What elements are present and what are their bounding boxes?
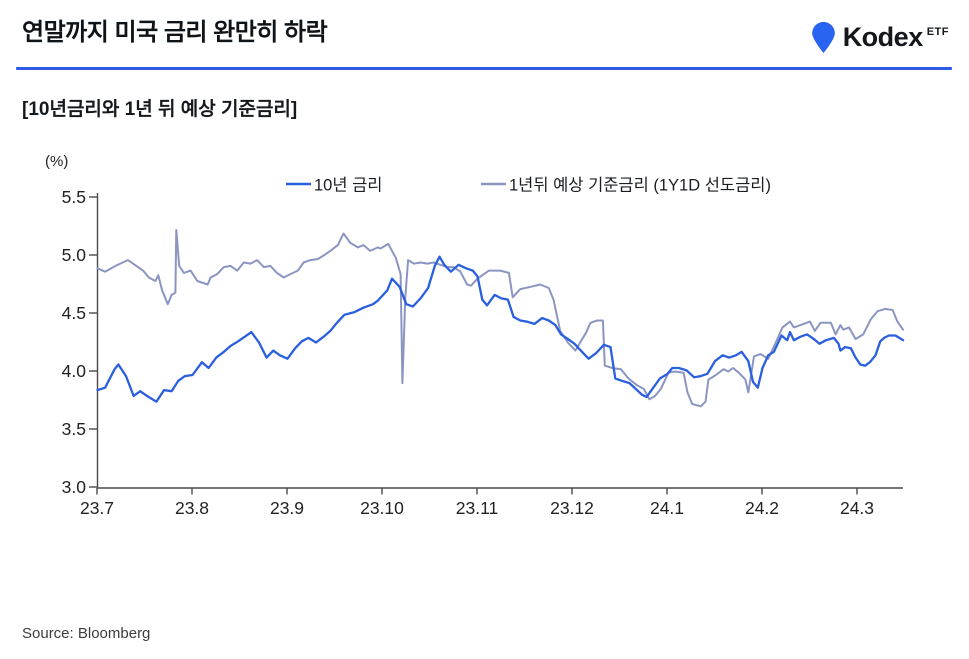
x-tick-label: 23.8 [175,498,209,518]
axes [89,193,903,495]
legend-label-0: 10년 금리 [314,176,382,195]
y-tick-label: 4.0 [62,361,87,381]
chart-subtitle: [10년금리와 1년 뒤 예상 기준금리] [22,99,298,120]
drop-pin-icon [811,22,835,53]
y-tick-label: 5.0 [62,245,87,265]
header-divider [16,67,952,70]
chart-legend: 10년 금리 1년뒤 예상 기준금리 (1Y1D 선도금리) [286,176,771,195]
x-tick-label: 23.9 [270,498,304,518]
x-tick-label: 23.11 [456,498,499,518]
x-tick-label: 24.1 [650,498,684,518]
legend-label-1: 1년뒤 예상 기준금리 (1Y1D 선도금리) [509,176,771,195]
y-axis-unit-label: (%) [45,153,68,170]
series-line-1 [96,229,905,408]
series-line-0 [96,255,905,403]
y-tick-label: 3.0 [62,477,87,497]
x-tick-label: 24.2 [745,498,779,518]
x-tick-label: 23.12 [550,498,594,518]
x-tick-label: 23.10 [360,498,404,518]
x-tick-label: 23.7 [80,498,114,518]
source-note: Source: Bloomberg [22,625,151,642]
page-title: 연말까지 미국 금리 완만히 하락 [22,19,328,46]
y-tick-label: 3.5 [62,419,86,439]
x-tick-label: 24.3 [840,498,874,518]
brand-name: Kodex [842,22,924,52]
kodex-logo: Kodex ETF [811,22,949,53]
y-tick-label: 5.5 [62,187,86,207]
y-tick-label: 4.5 [62,303,86,323]
brand-suffix: ETF [926,25,949,38]
